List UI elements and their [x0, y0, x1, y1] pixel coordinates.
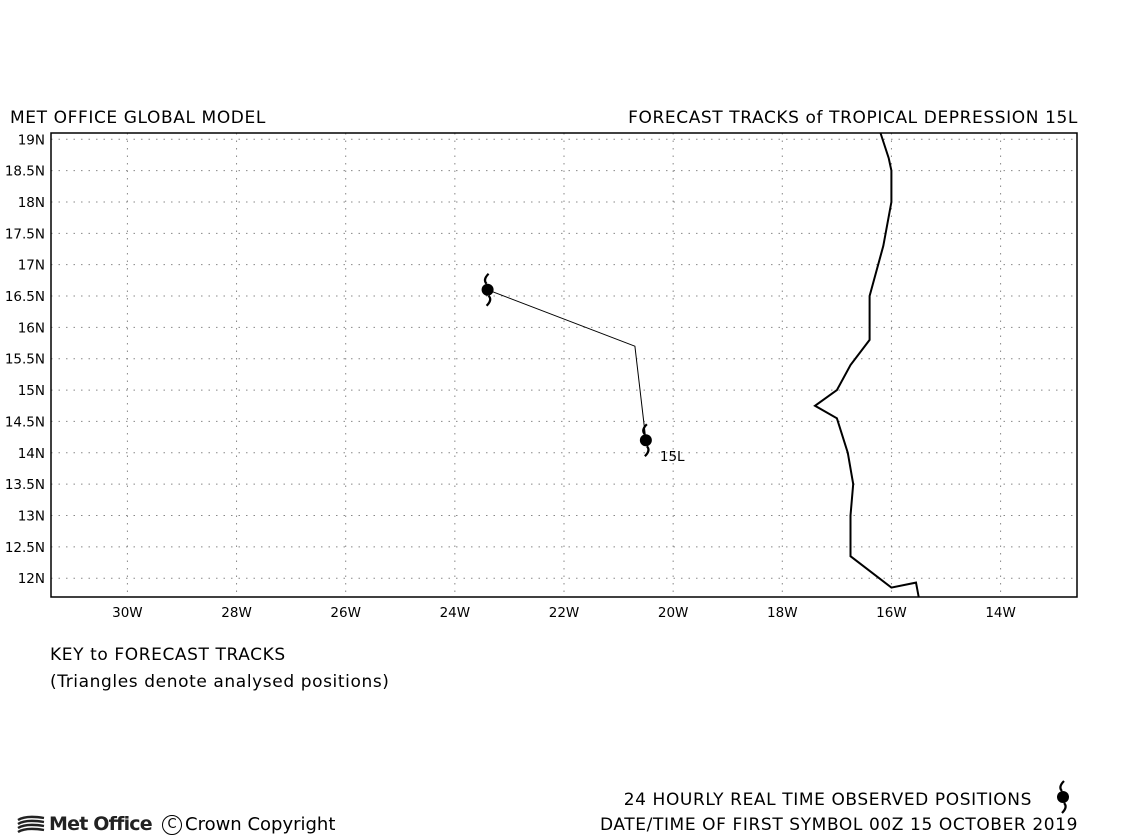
key-note: (Triangles denote analysed positions) — [50, 672, 390, 692]
lat-tick-label: 16.5N — [5, 289, 45, 305]
storm-symbol-start-upper-arm — [642, 423, 648, 436]
lat-tick-label: 14.5N — [5, 414, 45, 430]
lon-tick-label: 30W — [112, 605, 143, 621]
storm-symbol-start-lower-arm — [644, 445, 650, 458]
observed-position-symbol-icon — [1057, 780, 1069, 814]
observed-positions-label: 24 HOURLY REAL TIME OBSERVED POSITIONS — [623, 790, 1032, 810]
lat-tick-label: 12.5N — [5, 540, 45, 556]
lat-tick-label: 15.5N — [5, 352, 45, 368]
key-title: KEY to FORECAST TRACKS — [50, 645, 286, 665]
lat-tick-label: 16N — [18, 320, 45, 336]
first-symbol-datetime: DATE/TIME OF FIRST SYMBOL 00Z 15 OCTOBER… — [600, 815, 1078, 835]
storm-symbol-end — [481, 272, 494, 307]
copyright-text: Crown Copyright — [185, 814, 336, 835]
legend-storm-symbol-lower-arm — [1061, 802, 1067, 814]
map-grid — [51, 133, 1077, 597]
lat-tick-label: 17.5N — [5, 226, 45, 242]
coastline — [813, 132, 920, 598]
forecast-title: FORECAST TRACKS of TROPICAL DEPRESSION 1… — [628, 108, 1078, 128]
lat-tick-label: 19N — [18, 132, 45, 148]
forecast-track-line — [487, 289, 647, 441]
legend-storm-symbol-core — [1057, 791, 1069, 803]
track-symbols: 15L — [481, 272, 685, 465]
met-office-logo-icon — [17, 815, 45, 834]
lat-tick-label: 17N — [18, 258, 45, 274]
storm-symbol-start — [639, 423, 652, 458]
lat-tick-label: 18.5N — [5, 164, 45, 180]
lon-tick-label: 22W — [549, 605, 580, 621]
model-title: MET OFFICE GLOBAL MODEL — [10, 108, 266, 128]
lat-tick-label: 15N — [18, 383, 45, 399]
lon-tick-label: 20W — [658, 605, 689, 621]
lon-tick-label: 24W — [440, 605, 471, 621]
lon-tick-label: 18W — [767, 605, 798, 621]
lat-tick-label: 13N — [18, 508, 45, 524]
storm-symbol-start-core — [639, 434, 652, 447]
copyright-icon: C — [162, 814, 182, 835]
lat-tick-label: 14N — [18, 446, 45, 462]
lat-tick-label: 12N — [18, 571, 45, 587]
legend-storm-symbol — [1057, 780, 1069, 814]
map-tick-labels: 19N 18.5N 18N 17.5N 17N 16.5N 16N 15.5N 15N 14.5N… — [5, 132, 1016, 621]
lon-tick-label: 26W — [330, 605, 361, 621]
legend-storm-symbol-upper-arm — [1059, 780, 1065, 792]
lon-tick-label: 14W — [985, 605, 1016, 621]
lon-tick-label: 28W — [221, 605, 252, 621]
lat-tick-label: 18N — [18, 195, 45, 211]
lon-tick-label: 16W — [876, 605, 907, 621]
lat-tick-label: 13.5N — [5, 477, 45, 493]
map-frame — [50, 132, 1078, 598]
storm-symbol-end-lower-arm — [485, 294, 492, 307]
storm-symbol-end-core — [481, 283, 494, 296]
met-office-logo-text: Met Office — [49, 813, 153, 835]
storm-id-label: 15L — [660, 449, 685, 465]
met-office-logo: Met Office — [16, 813, 153, 835]
storm-symbol-end-upper-arm — [483, 272, 490, 285]
crown-copyright: C Crown Copyright — [162, 814, 335, 835]
